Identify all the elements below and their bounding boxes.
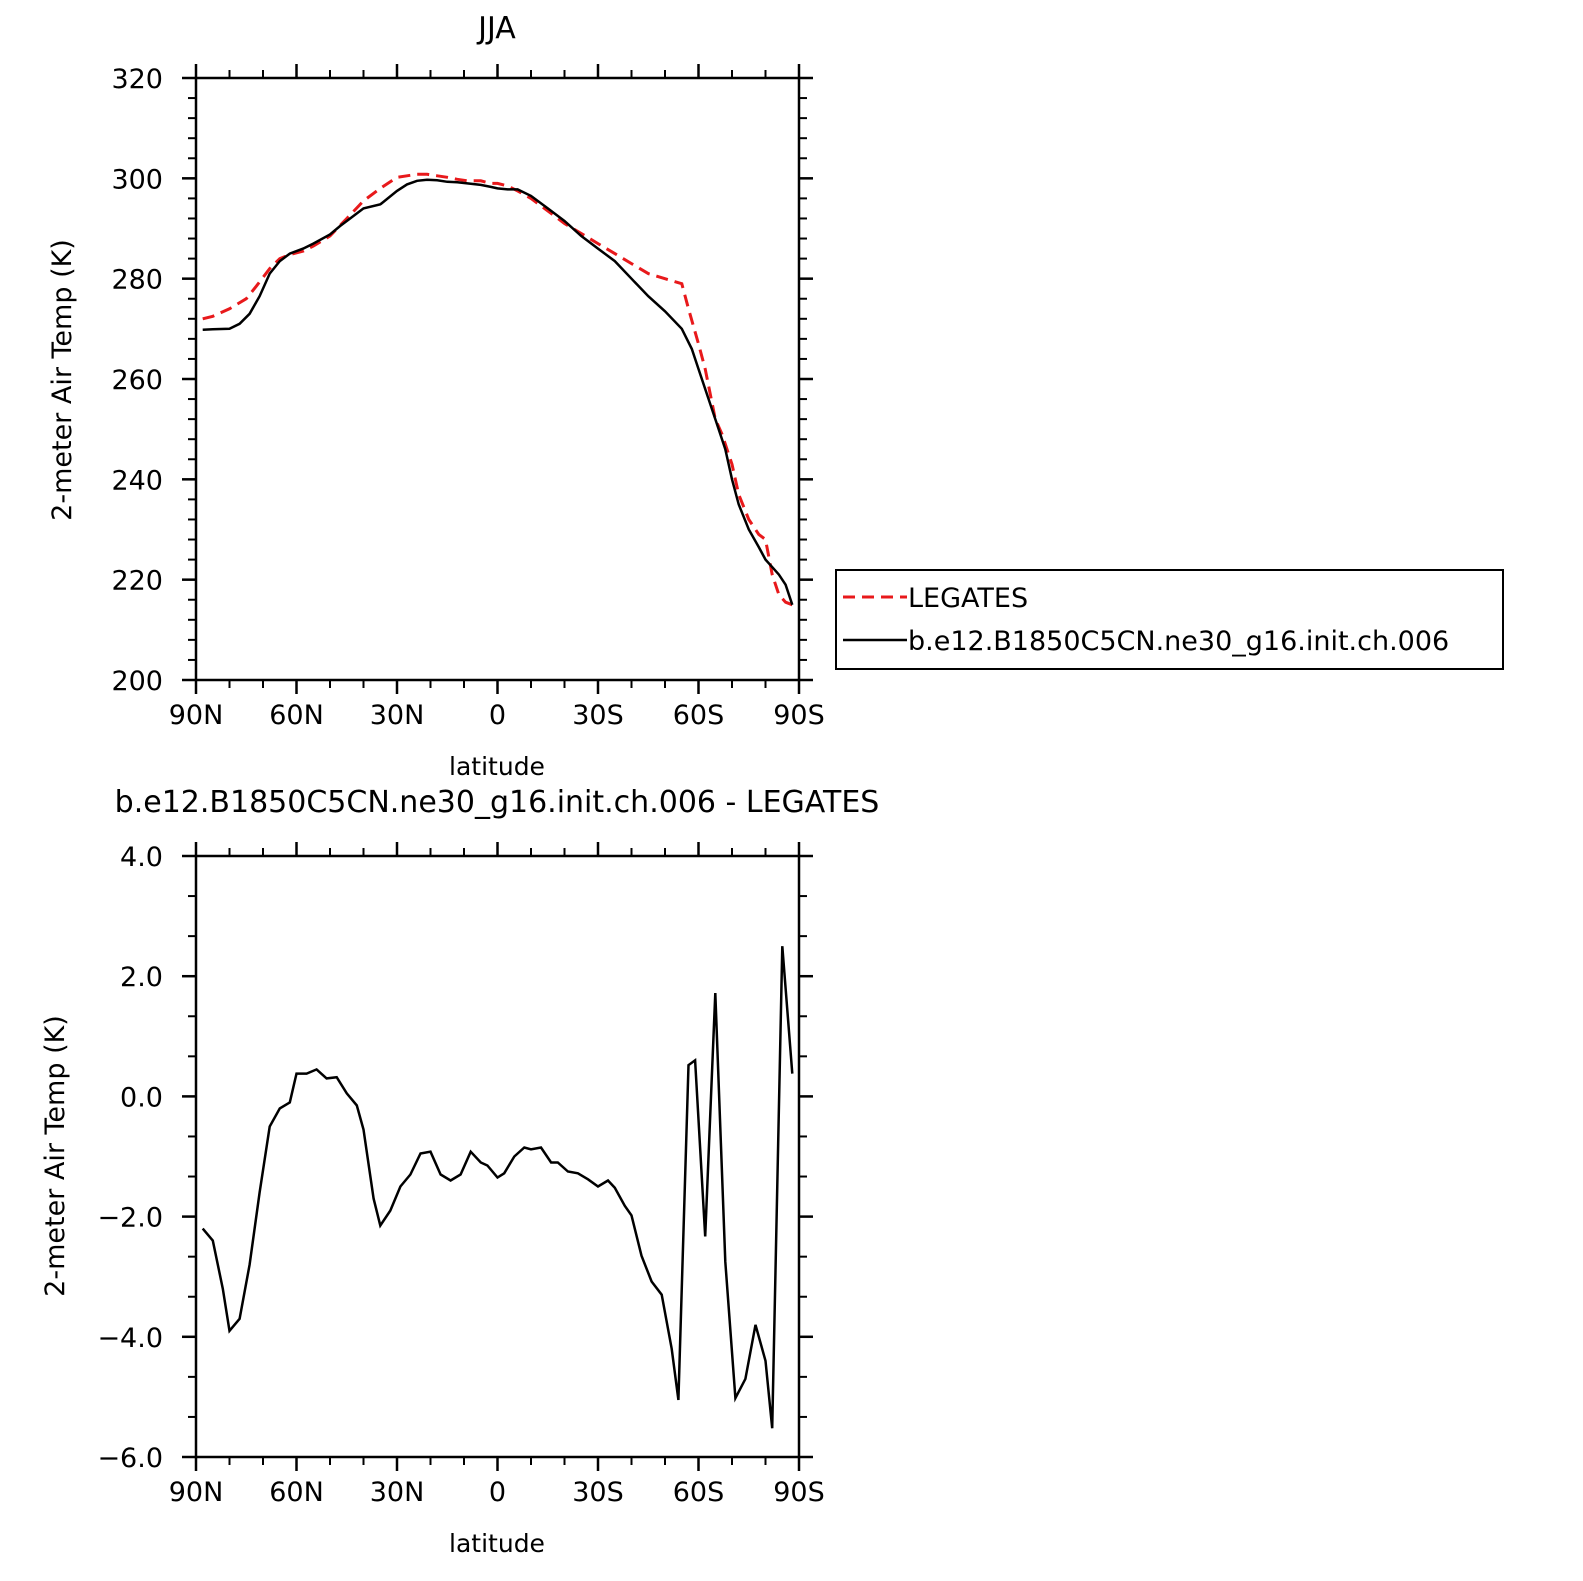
bottom-series-difference bbox=[201, 946, 794, 1429]
top-legend: LEGATES b.e12.B1850C5CN.ne30_g16.init.ch… bbox=[835, 569, 1504, 670]
y-tick-label: 4.0 bbox=[120, 842, 163, 873]
y-tick-label: 280 bbox=[111, 265, 163, 296]
top-series-legates bbox=[202, 172, 793, 607]
x-tick-label: 60N bbox=[269, 1477, 324, 1508]
top-x-axis-label: latitude bbox=[449, 752, 545, 781]
bottom-x-ticks: 90N 60N 30N 0 30S 60S 90S bbox=[169, 842, 825, 1508]
x-tick-label: 60S bbox=[673, 700, 725, 731]
bottom-plot-area bbox=[201, 946, 794, 1429]
x-tick-label: 60S bbox=[673, 1477, 725, 1508]
x-tick-label: 90N bbox=[169, 700, 224, 731]
top-title: JJA bbox=[476, 11, 516, 46]
x-tick-label: 30S bbox=[572, 700, 624, 731]
x-tick-label: 0 bbox=[489, 1477, 506, 1508]
top-plot-area bbox=[202, 172, 794, 607]
y-tick-label: −6.0 bbox=[97, 1443, 163, 1474]
legend-box bbox=[835, 569, 1504, 670]
y-tick-label: −2.0 bbox=[97, 1203, 163, 1234]
y-tick-label: 320 bbox=[111, 64, 163, 95]
top-y-axis-label: 2-meter Air Temp (K) bbox=[47, 239, 78, 521]
y-tick-label: −4.0 bbox=[97, 1323, 163, 1354]
legend-label-model: b.e12.B1850C5CN.ne30_g16.init.ch.006 bbox=[908, 626, 1449, 657]
x-tick-label: 30N bbox=[370, 1477, 425, 1508]
y-tick-label: 220 bbox=[111, 566, 163, 597]
bottom-x-axis-label: latitude bbox=[449, 1529, 545, 1558]
bottom-title: b.e12.B1850C5CN.ne30_g16.init.ch.006 - L… bbox=[115, 785, 880, 820]
top-y-ticks: 200 220 240 260 280 300 320 bbox=[111, 64, 813, 697]
x-tick-label: 90S bbox=[773, 700, 825, 731]
bottom-y-ticks: −6.0 −4.0 −2.0 0.0 2.0 4.0 bbox=[97, 842, 813, 1474]
x-tick-label: 90N bbox=[169, 1477, 224, 1508]
top-panel: JJA 90N 60N 30N 0 30S 60S 90S 200 220 240 260 280 3… bbox=[47, 11, 1504, 781]
x-tick-label: 0 bbox=[489, 700, 506, 731]
y-tick-label: 0.0 bbox=[120, 1082, 163, 1113]
y-tick-label: 2.0 bbox=[120, 962, 163, 993]
x-tick-label: 90S bbox=[773, 1477, 825, 1508]
bottom-y-axis-label: 2-meter Air Temp (K) bbox=[40, 1015, 71, 1297]
x-tick-label: 60N bbox=[269, 700, 324, 731]
x-tick-label: 30S bbox=[572, 1477, 624, 1508]
top-series-model bbox=[202, 178, 794, 606]
y-tick-label: 260 bbox=[111, 365, 163, 396]
legend-label-legates: LEGATES bbox=[908, 583, 1028, 614]
y-tick-label: 240 bbox=[111, 465, 163, 496]
bottom-panel: b.e12.B1850C5CN.ne30_g16.init.ch.006 - L… bbox=[40, 785, 879, 1558]
y-tick-label: 200 bbox=[111, 666, 163, 697]
top-x-ticks: 90N 60N 30N 0 30S 60S 90S bbox=[169, 64, 825, 731]
y-tick-label: 300 bbox=[111, 164, 163, 195]
x-tick-label: 30N bbox=[370, 700, 425, 731]
